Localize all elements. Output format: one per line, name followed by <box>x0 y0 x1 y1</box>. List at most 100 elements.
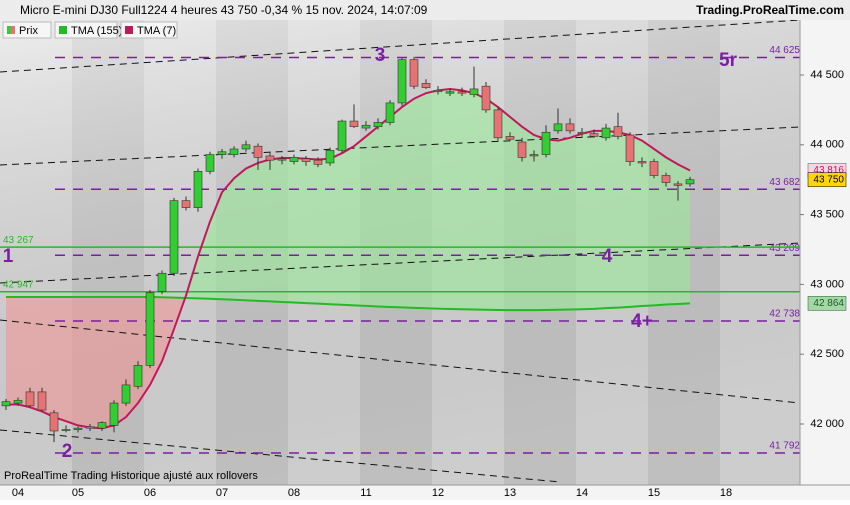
crossover-fill <box>630 135 642 307</box>
candle-body <box>613 126 623 137</box>
candle-body <box>661 175 671 183</box>
crossover-fill <box>246 162 258 301</box>
candle-body <box>337 120 347 151</box>
crossover-fill <box>414 93 426 309</box>
candle-body <box>649 161 659 176</box>
price-marker-label: 43 750 <box>813 174 844 185</box>
crossover-fill <box>570 133 582 310</box>
crossover-fill <box>498 107 510 311</box>
candle-body <box>121 384 131 404</box>
legend-label: Prix <box>19 25 38 37</box>
trend-line <box>0 242 801 284</box>
crossover-fill <box>66 296 78 426</box>
candle-body <box>49 412 59 432</box>
crossover-fill <box>222 178 234 300</box>
crossover-fill <box>546 139 558 310</box>
x-tick-label: 12 <box>432 487 444 499</box>
candle-body <box>409 59 419 87</box>
crossover-fill <box>654 148 666 306</box>
candle-body <box>13 399 23 404</box>
crossover-fill <box>366 126 378 307</box>
crossover-fill <box>30 296 42 412</box>
y-tick-label: 43 500 <box>810 209 844 221</box>
candle-body <box>673 183 683 186</box>
crossover-fill <box>198 221 210 299</box>
crossover-fill <box>438 88 450 309</box>
legend-swatch <box>125 26 133 34</box>
legend-swatch <box>59 26 67 34</box>
wave-label: 3 <box>375 45 386 66</box>
candle-body <box>37 391 47 411</box>
crossover-fill <box>666 157 678 305</box>
candle-body <box>397 59 407 104</box>
price-marker-label: 42 864 <box>813 298 844 309</box>
candle-body <box>109 402 119 426</box>
trend-line <box>0 319 801 404</box>
price-marker <box>807 172 847 187</box>
y-tick-label: 42 500 <box>810 348 844 360</box>
crossover-fill <box>342 146 354 306</box>
crossover-fill <box>618 132 630 308</box>
trend-lines <box>0 19 801 483</box>
x-tick-label: 14 <box>576 487 588 499</box>
ma-line <box>6 87 691 430</box>
y-tick-label: 44 000 <box>810 139 844 151</box>
price-axis-bg <box>800 20 850 485</box>
price-marker <box>807 296 847 311</box>
crossover-fill <box>678 164 690 304</box>
candle-body <box>433 90 443 93</box>
candle-body <box>625 134 635 162</box>
crossover-fill <box>318 158 330 305</box>
candle-body <box>589 133 599 137</box>
x-tick-label: 11 <box>360 487 371 499</box>
level-label: 43 682 <box>769 177 800 188</box>
footer-note: ProRealTime Trading Historique ajusté au… <box>4 470 258 482</box>
candle-body <box>685 179 695 185</box>
crossover-fill <box>102 296 114 429</box>
trend-line <box>0 429 561 483</box>
crossover-fill <box>558 137 570 310</box>
candle-body <box>481 85 491 111</box>
x-tick-label: 04 <box>12 487 24 499</box>
candle-body <box>25 391 35 407</box>
price-marker-label: 43 816 <box>813 165 844 176</box>
crossover-fill <box>522 126 534 311</box>
candle-body <box>529 154 539 157</box>
legend-swatch <box>7 26 11 34</box>
x-tick-label: 06 <box>144 487 156 499</box>
crossover-fill <box>390 107 402 308</box>
crossover-fill <box>582 130 594 310</box>
y-tick-label: 44 500 <box>810 69 844 81</box>
candle-body <box>1 401 11 407</box>
x-tick-label: 08 <box>288 487 300 499</box>
level-label: 44 625 <box>769 45 800 56</box>
candle-body <box>373 122 383 127</box>
legend-label: TMA (7) <box>137 25 176 37</box>
crossover-fill <box>462 90 474 310</box>
y-tick-label: 43 000 <box>810 278 844 290</box>
wave-label: 4 <box>602 246 613 267</box>
candle-body <box>505 136 515 140</box>
candle-body <box>253 145 263 158</box>
crossover-fill <box>162 297 174 362</box>
candle-body <box>493 109 503 139</box>
candle-body <box>205 154 215 172</box>
crossover-fill <box>354 136 366 306</box>
crossover-fill <box>606 130 618 309</box>
candle-body <box>145 292 155 366</box>
crossover-fill <box>54 296 66 422</box>
candle-body <box>157 272 167 292</box>
x-tick-label: 05 <box>72 487 84 499</box>
candle-body <box>301 158 311 162</box>
candle-body <box>445 91 455 94</box>
candle-body <box>229 148 239 155</box>
candle-body <box>133 365 143 387</box>
candle-body <box>193 171 203 208</box>
x-tick-label: 07 <box>216 487 228 499</box>
crossover-fill <box>42 296 54 418</box>
time-axis-bg <box>0 485 850 500</box>
candle-body <box>277 158 287 161</box>
crossover-fill <box>270 158 282 302</box>
candle-body <box>169 200 179 274</box>
